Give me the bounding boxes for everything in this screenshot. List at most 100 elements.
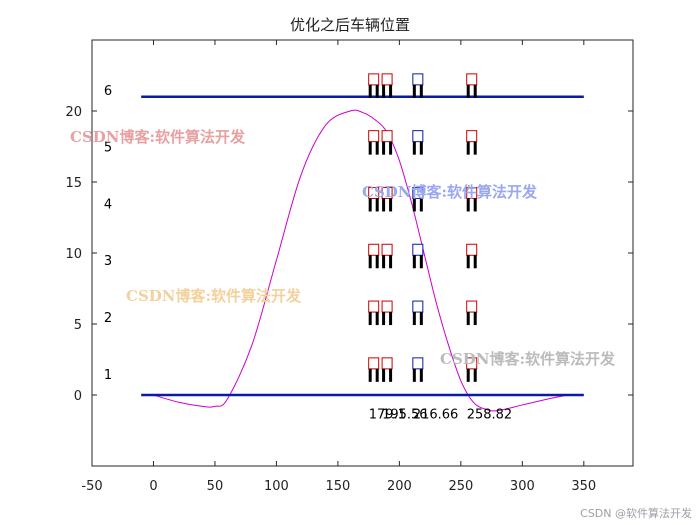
vehicle-wheel-right — [389, 255, 393, 269]
x-tick-label: 150 — [325, 479, 350, 494]
vehicle-wheel-left — [466, 198, 470, 212]
vehicle-marker — [368, 357, 380, 382]
vehicle-body — [412, 243, 424, 256]
vehicle-wheel-right — [389, 141, 393, 155]
vehicle-marker — [381, 130, 393, 155]
vehicle-marker — [412, 300, 424, 326]
vehicle-marker — [368, 186, 380, 212]
vehicle-wheel-right — [473, 141, 477, 155]
vehicle-body — [381, 243, 393, 256]
vehicle-wheel-left — [382, 312, 386, 326]
vehicle-wheel-left — [382, 141, 386, 155]
vehicle-body — [368, 186, 380, 199]
vehicle-body — [368, 73, 380, 86]
vehicle-wheel-right — [419, 368, 423, 382]
lane-label: 4 — [104, 197, 112, 212]
x-tick-label: 250 — [448, 479, 473, 494]
vehicle-wheel-right — [375, 255, 379, 269]
vehicle-wheel-right — [473, 368, 477, 382]
vehicle-body — [381, 73, 393, 86]
vehicle-marker — [381, 243, 393, 269]
vehicle-wheel-left — [368, 84, 372, 98]
vehicle-wheel-right — [419, 255, 423, 269]
vehicle-wheel-left — [368, 368, 372, 382]
x-tick-label: 300 — [510, 479, 535, 494]
vehicle-wheel-left — [412, 368, 416, 382]
vehicle-marker — [368, 73, 380, 98]
vehicle-wheel-left — [412, 198, 416, 212]
vehicle-body — [368, 357, 380, 370]
vehicle-wheel-right — [389, 312, 393, 326]
vehicle-marker — [412, 186, 424, 212]
vehicle-marker — [381, 73, 393, 98]
vehicle-marker — [466, 357, 478, 382]
vehicle-body — [381, 130, 393, 143]
vehicle-wheel-left — [382, 198, 386, 212]
position-label: 216.66 — [413, 407, 459, 422]
x-tick-label: 0 — [149, 479, 157, 494]
vehicle-wheel-right — [389, 368, 393, 382]
x-tick-label: -50 — [81, 479, 102, 494]
vehicle-wheel-left — [412, 312, 416, 326]
position-label: 179.1 — [369, 407, 406, 422]
vehicle-wheel-right — [473, 198, 477, 212]
vehicle-body — [412, 186, 424, 199]
y-tick-label: 10 — [65, 247, 82, 262]
vehicle-marker — [381, 300, 393, 326]
vehicle-marker — [381, 186, 393, 212]
vehicle-marker — [466, 243, 478, 269]
position-label: 258.82 — [467, 407, 513, 422]
vehicle-body — [381, 357, 393, 370]
vehicle-wheel-right — [375, 141, 379, 155]
axes-box — [91, 39, 634, 467]
vehicle-wheel-left — [412, 84, 416, 98]
credit-text: CSDN @软件算法开发 — [580, 507, 692, 520]
vehicle-wheel-right — [473, 255, 477, 269]
vehicle-marker — [368, 243, 380, 269]
lane-label: 3 — [104, 254, 112, 269]
vehicle-marker — [412, 73, 424, 98]
y-tick-label: 5 — [74, 318, 82, 333]
vehicle-wheel-left — [466, 255, 470, 269]
vehicle-body — [368, 243, 380, 256]
y-tick-label: 15 — [65, 176, 82, 191]
vehicle-wheel-left — [466, 141, 470, 155]
chart-title: 优化之后车辆位置 — [289, 16, 410, 34]
vehicle-body — [412, 130, 424, 143]
vehicle-wheel-left — [382, 368, 386, 382]
vehicle-marker — [466, 186, 478, 212]
watermark-text: CSDN博客:软件算法开发 — [440, 350, 616, 368]
x-tick-label: 200 — [387, 479, 412, 494]
vehicle-wheel-left — [466, 84, 470, 98]
y-tick-label: 20 — [65, 105, 82, 120]
trajectory-line — [153, 109, 568, 412]
vehicle-body — [368, 300, 380, 313]
vehicle-wheel-right — [375, 198, 379, 212]
watermark-text: CSDN博客:软件算法开发 — [362, 183, 538, 201]
lane-label: 6 — [104, 84, 112, 99]
vehicle-marker — [381, 357, 393, 382]
vehicle-wheel-left — [466, 368, 470, 382]
vehicle-marker — [466, 300, 478, 326]
vehicle-body — [466, 130, 478, 143]
vehicle-wheel-left — [368, 312, 372, 326]
x-tick-label: 50 — [207, 479, 224, 494]
vehicle-marker — [466, 73, 478, 98]
vehicle-body — [412, 73, 424, 86]
vehicle-wheel-left — [412, 141, 416, 155]
lane-label: 5 — [104, 141, 112, 156]
vehicle-wheel-right — [375, 84, 379, 98]
vehicle-wheel-right — [473, 84, 477, 98]
vehicle-wheel-left — [412, 255, 416, 269]
vehicle-body — [466, 243, 478, 256]
vehicle-wheel-right — [389, 84, 393, 98]
vehicle-body — [466, 300, 478, 313]
vehicle-body — [381, 300, 393, 313]
vehicle-wheel-left — [382, 84, 386, 98]
lane-label: 2 — [104, 311, 112, 326]
vehicle-wheel-left — [368, 255, 372, 269]
vehicle-body — [466, 186, 478, 199]
vehicle-wheel-left — [382, 255, 386, 269]
